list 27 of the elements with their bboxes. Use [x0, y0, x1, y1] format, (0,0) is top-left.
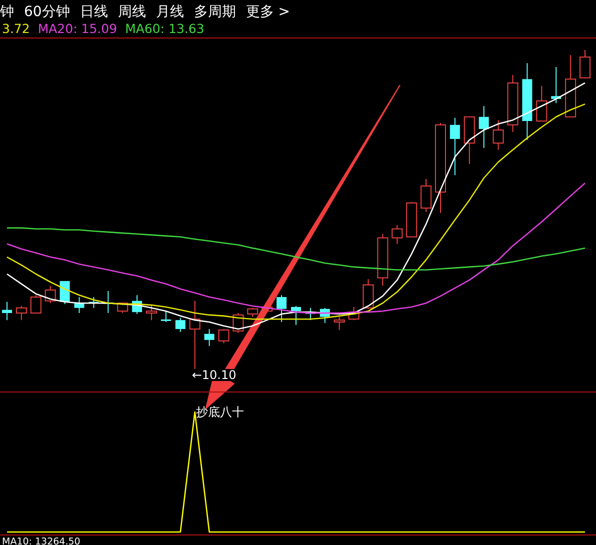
candlestick: [392, 224, 403, 244]
text: 多周期: [194, 4, 236, 20]
candlestick: [160, 310, 171, 322]
text: MA60: 13.63: [125, 21, 204, 36]
candlestick: [507, 74, 518, 132]
text: 钟: [0, 4, 14, 20]
text: MA10: 13264.50: [2, 536, 80, 545]
candlestick: [189, 300, 200, 370]
text: 周线: [118, 4, 146, 20]
candlestick: [2, 301, 12, 321]
candlestick: [291, 306, 301, 326]
text: 更多 >: [246, 4, 290, 20]
candlestick: [420, 178, 432, 212]
candlestick: [492, 120, 504, 150]
text: 日线: [80, 4, 108, 20]
text: 月线: [156, 4, 184, 20]
candlestick: [450, 117, 460, 176]
candlestick: [478, 106, 489, 148]
annotation: 抄底八十: [196, 405, 244, 419]
text: MA20: 15.09: [38, 21, 118, 36]
candlestick: [377, 234, 388, 286]
text: 60分钟: [24, 4, 70, 20]
candlestick: [175, 317, 186, 332]
text: 3.72: [2, 21, 30, 36]
annotation: ←10.10: [192, 368, 236, 382]
candlestick: [204, 328, 214, 346]
candlestick: [276, 294, 287, 322]
